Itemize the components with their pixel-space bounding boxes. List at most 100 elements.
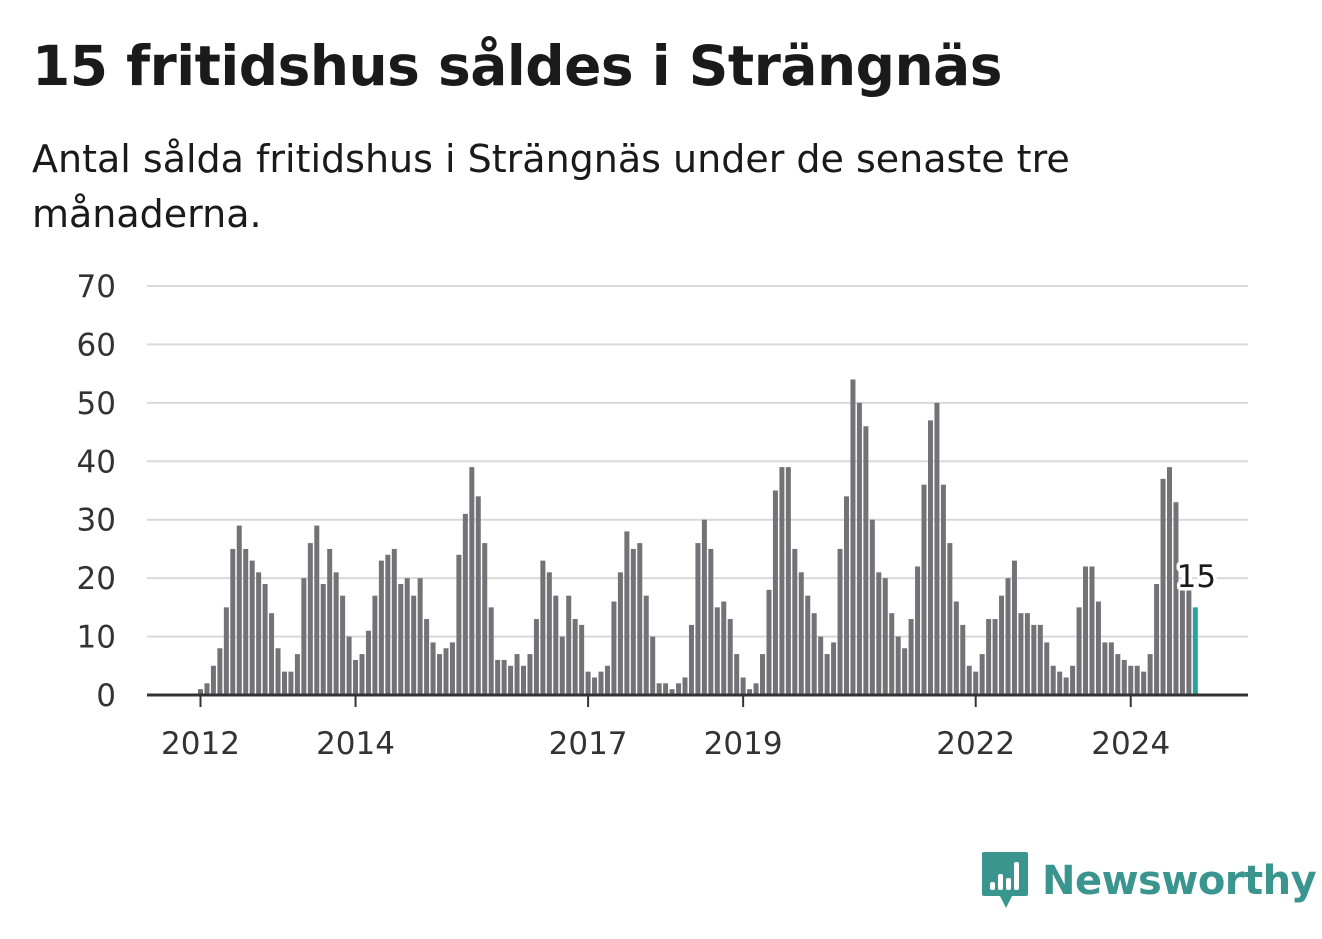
bar [404, 578, 410, 695]
bar [831, 642, 837, 695]
bar [766, 589, 772, 695]
bar [734, 654, 740, 695]
annotation: 15 [1173, 556, 1219, 599]
x-tick-label: 2014 [316, 726, 395, 762]
bar [456, 554, 462, 695]
bar [340, 595, 346, 695]
bar [779, 467, 785, 695]
bar [424, 619, 430, 695]
bar [1095, 601, 1101, 695]
bar [863, 426, 869, 695]
bar [676, 683, 682, 695]
x-tick-label: 2017 [549, 726, 628, 762]
bar [772, 490, 778, 695]
bar [1147, 654, 1153, 695]
bar [1115, 654, 1121, 695]
bar [372, 595, 378, 695]
bar [198, 689, 203, 695]
bar [262, 583, 268, 695]
bar [934, 402, 940, 695]
bar [973, 671, 979, 695]
bar [688, 624, 694, 695]
x-axis-ticks: 2012 2014 2017 2019 2022 2024 [161, 695, 1170, 762]
y-tick-label: 10 [77, 620, 116, 656]
brand-name: Newsworthy [1042, 858, 1317, 904]
bar [792, 548, 798, 695]
bar [1160, 478, 1166, 695]
bar [1070, 665, 1076, 695]
bar [585, 671, 591, 695]
bar [1063, 677, 1069, 695]
bar [1108, 642, 1114, 695]
bar [1134, 665, 1140, 695]
bar [637, 543, 643, 695]
bar [294, 654, 300, 695]
bar [501, 659, 507, 695]
bar [656, 683, 662, 695]
bar [1121, 659, 1127, 695]
bar [669, 689, 675, 695]
bar [747, 689, 753, 695]
bar [443, 648, 449, 695]
bar [992, 619, 998, 695]
bar [314, 525, 320, 695]
bar [960, 624, 966, 695]
bar [1179, 589, 1185, 695]
bar [856, 402, 862, 695]
bar [895, 636, 901, 695]
bar [559, 636, 565, 695]
chart-subtitle: Antal sålda fritidshus i Strängnäs under… [32, 137, 1070, 237]
bar [908, 619, 914, 695]
bar [1173, 502, 1179, 695]
bar [1102, 642, 1108, 695]
bar [1141, 671, 1147, 695]
bar [740, 677, 746, 695]
bar [604, 665, 610, 695]
bar [617, 572, 623, 695]
bar [979, 654, 985, 695]
bar [921, 484, 927, 695]
bar [411, 595, 417, 695]
annotation-label: 15 [1177, 559, 1216, 595]
y-tick-label: 30 [77, 503, 116, 539]
bar [359, 654, 365, 695]
bar [598, 671, 604, 695]
bar [333, 572, 339, 695]
bar [249, 560, 255, 695]
bar [430, 642, 436, 695]
bar [521, 665, 526, 695]
y-tick-label: 70 [77, 269, 116, 305]
bar [999, 595, 1005, 695]
bar [579, 624, 585, 695]
bar [365, 630, 371, 695]
bar [811, 613, 817, 695]
bar [1186, 589, 1192, 695]
bar [236, 525, 242, 695]
bar [210, 665, 216, 695]
bar [624, 531, 630, 695]
bar [1011, 560, 1017, 695]
bar [353, 659, 359, 695]
bar [940, 484, 946, 695]
y-tick-label: 60 [77, 327, 116, 363]
bar [889, 613, 895, 695]
bar [275, 648, 281, 695]
newsworthy-logo-icon [982, 852, 1028, 908]
bar [708, 548, 714, 695]
bar [1076, 607, 1082, 695]
bar [1044, 642, 1050, 695]
bar [798, 572, 804, 695]
bar [437, 654, 443, 695]
bar-latest [1192, 607, 1198, 695]
bar [695, 543, 701, 695]
bar [385, 554, 391, 695]
bar [1018, 613, 1024, 695]
bar [882, 578, 888, 695]
bar [301, 578, 307, 695]
bar [850, 379, 856, 695]
y-axis-ticks: 0 10 20 30 40 50 60 70 [77, 269, 116, 714]
newsworthy-logo: Newsworthy [980, 850, 1317, 912]
x-tick-label: 2012 [161, 726, 240, 762]
bar [482, 543, 488, 695]
bar [1024, 613, 1030, 695]
